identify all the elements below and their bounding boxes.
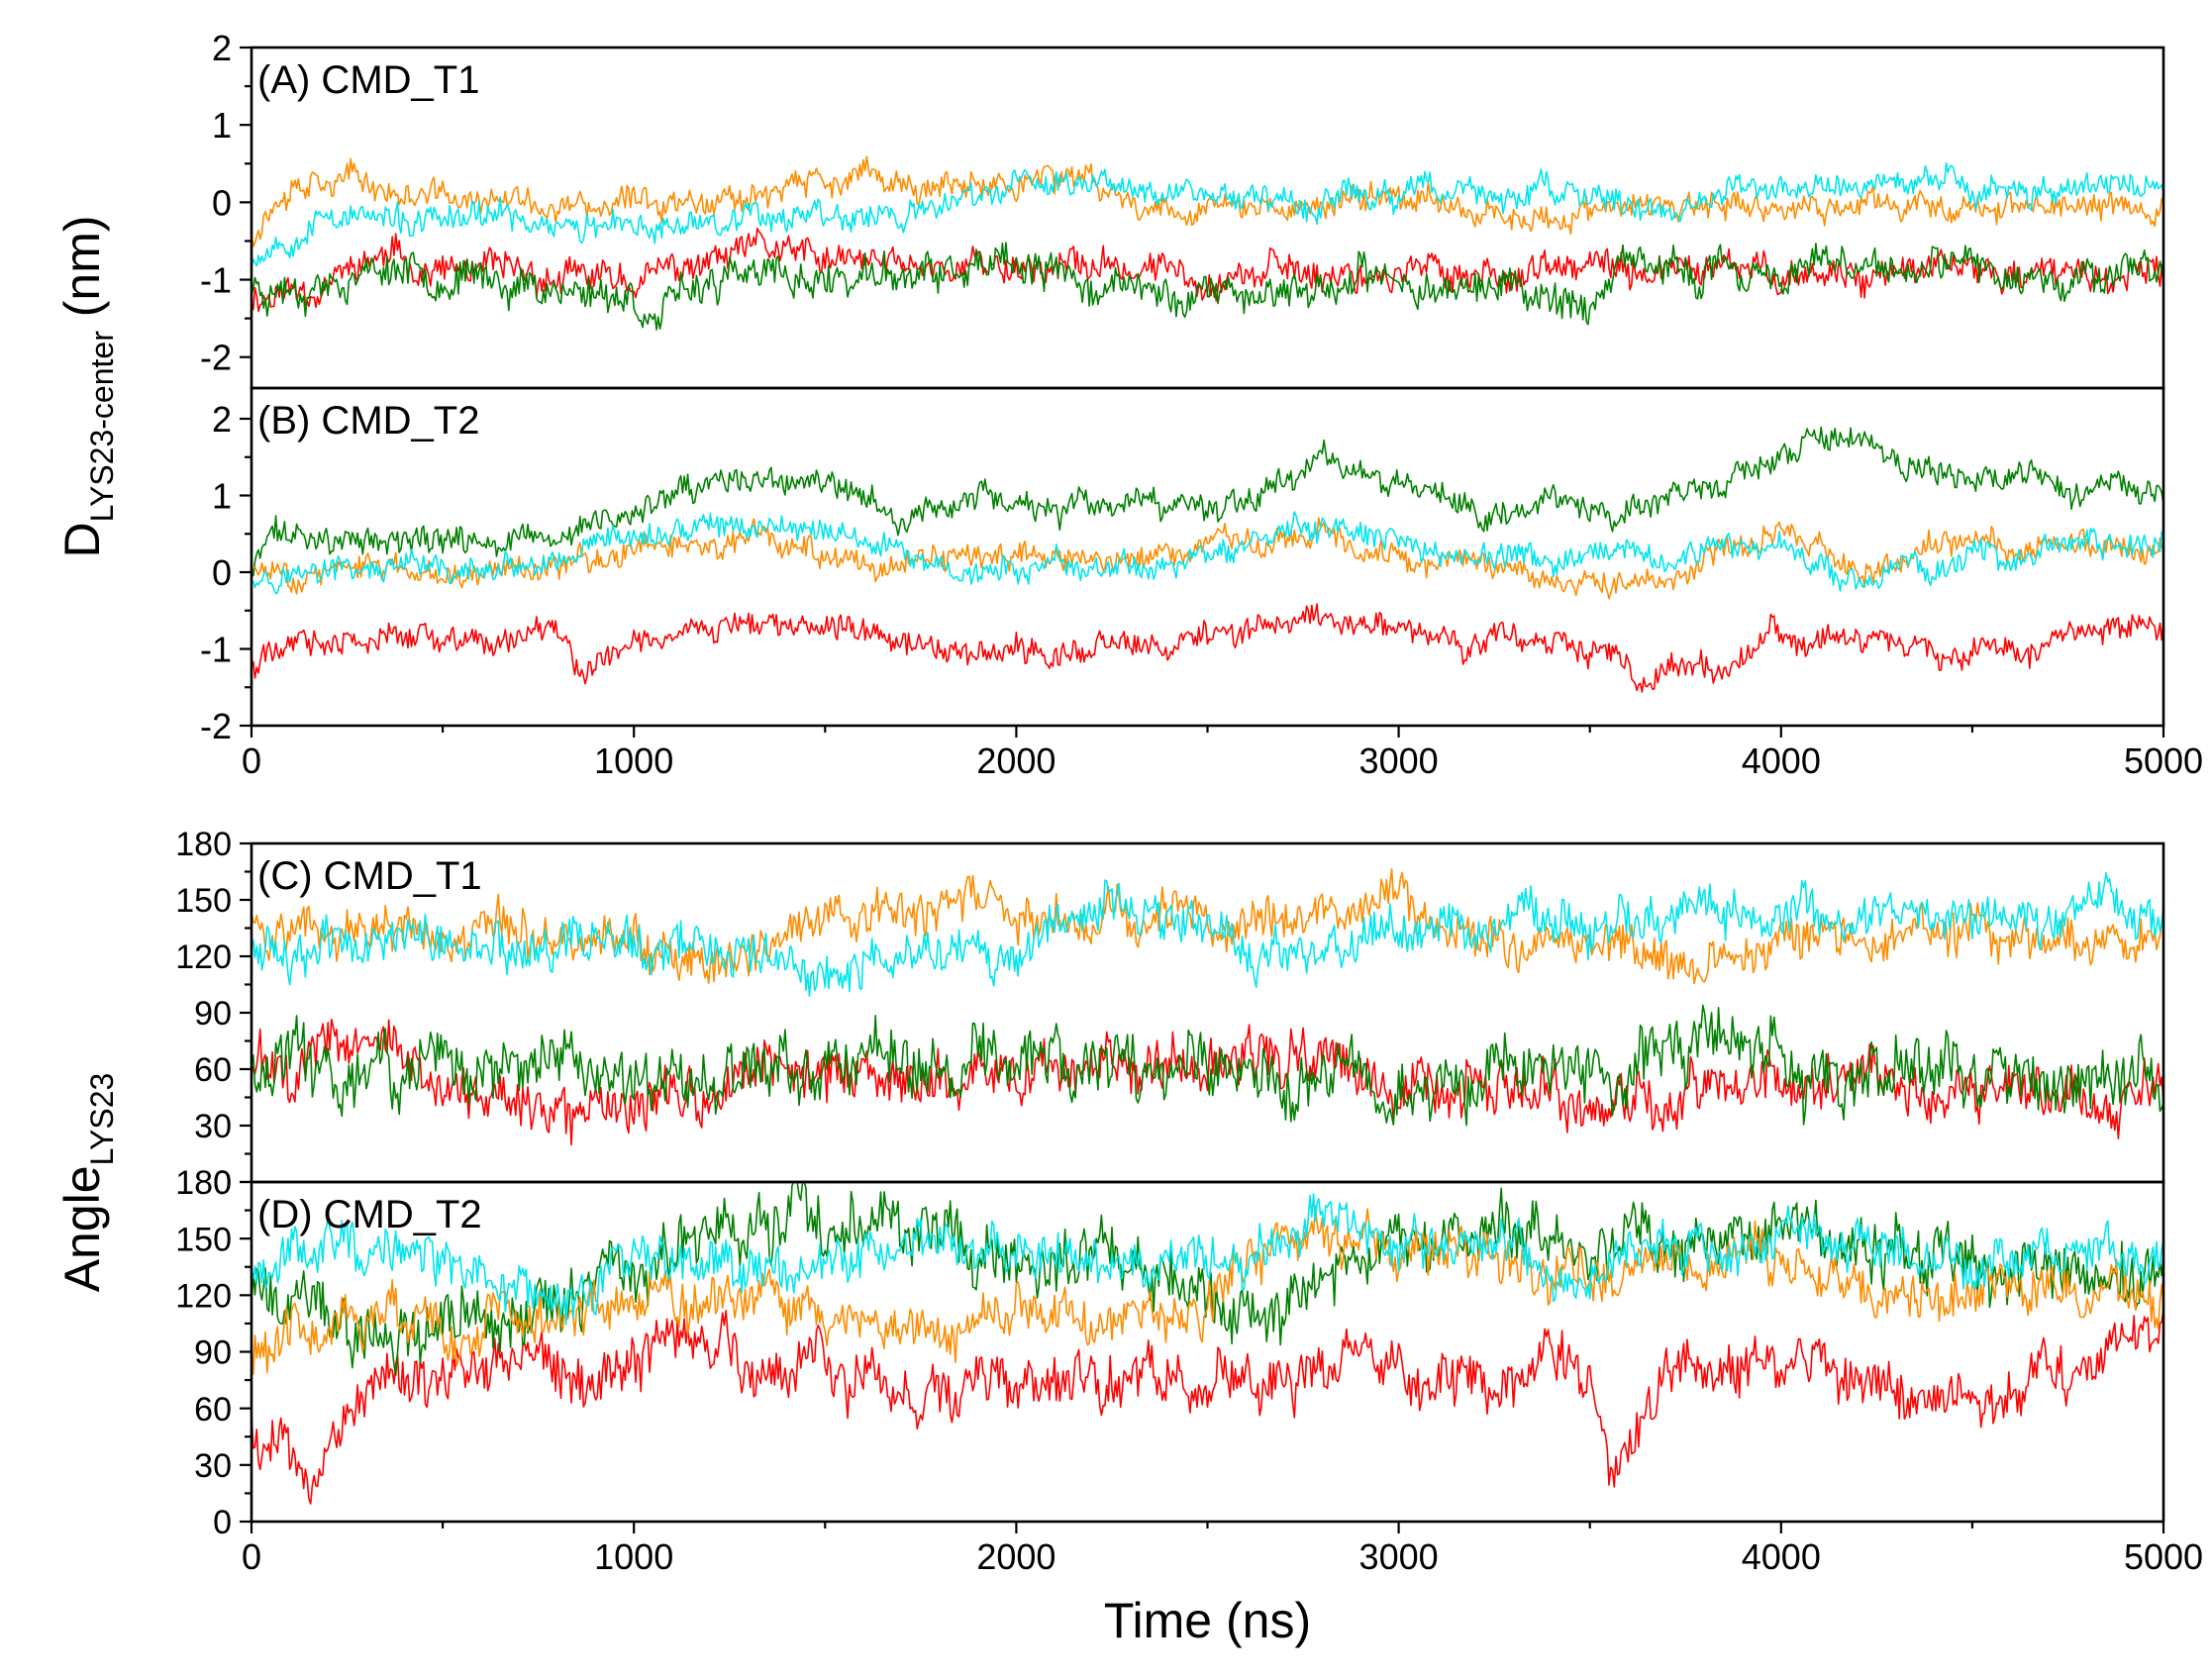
series-group-D	[251, 1182, 2163, 1505]
y-tick-label-D-3: 90	[194, 1334, 232, 1372]
x-tick-label-D-2: 2000	[976, 1536, 1056, 1577]
x-tick-label-D-0: 0	[242, 1536, 261, 1577]
series-line-D-cyan	[251, 1193, 2163, 1326]
y-tick-label-B-1: 1	[212, 475, 232, 516]
x-tick-label-B-3: 3000	[1359, 740, 1439, 781]
y-tick-label-B-3: -1	[200, 629, 232, 669]
y-tick-label-C-1: 150	[175, 882, 232, 920]
x-tick-label-B-5: 5000	[2124, 740, 2203, 781]
series-line-B-cyan	[251, 511, 2163, 595]
x-tick-label-B-0: 0	[242, 740, 261, 781]
panel-label-B: (B) CMD_T2	[257, 399, 479, 443]
x-tick-label-B-1: 1000	[594, 740, 673, 781]
y-axis-title-sub-distance: LYS23-center	[84, 331, 120, 523]
series-line-B-green	[251, 426, 2163, 577]
y-tick-label-D-1: 150	[175, 1221, 232, 1258]
series-group-C	[251, 868, 2163, 1146]
y-tick-label-A-1: 1	[212, 105, 232, 146]
x-tick-label-D-1: 1000	[594, 1536, 673, 1577]
y-tick-label-B-2: 0	[212, 552, 232, 593]
y-tick-label-A-3: -1	[200, 260, 232, 301]
panel-B: 2 1 0 -1 -2 (B) CMD_T2 0 1000 2000 3000 4000 5000	[200, 386, 2203, 781]
y-axis-title-main-distance: D	[54, 522, 110, 557]
series-group-B	[251, 426, 2163, 693]
y-tick-label-C-2: 120	[175, 938, 232, 976]
y-axis-title-angle: AngleLYS23	[54, 1073, 120, 1293]
series-line-B-red	[251, 603, 2163, 693]
x-tick-label-B-2: 2000	[976, 740, 1056, 781]
y-axis-title-distance: DLYS23-center (nm)	[54, 215, 120, 557]
series-line-D-red	[251, 1308, 2163, 1505]
y-tick-label-D-4: 60	[194, 1391, 232, 1429]
plot-frame-C	[250, 841, 2165, 1184]
series-line-C-green	[251, 1004, 2163, 1127]
y-tick-label-B-4: -2	[200, 706, 232, 746]
panel-label-A: (A) CMD_T1	[257, 58, 479, 102]
y-tick-label-B-0: 2	[212, 399, 232, 440]
series-line-C-red	[251, 1018, 2163, 1146]
panel-label-D: (D) CMD_T2	[257, 1193, 482, 1236]
y-tick-label-C-0: 180	[175, 826, 232, 863]
y-tick-label-A-2: 0	[212, 182, 232, 223]
y-tick-label-C-3: 90	[194, 995, 232, 1033]
panel-label-C: (C) CMD_T1	[257, 854, 482, 898]
series-line-A-orange	[251, 155, 2163, 247]
series-line-D-green	[251, 1182, 2163, 1377]
y-tick-label-D-0: 180	[175, 1164, 232, 1202]
y-tick-label-D-2: 120	[175, 1278, 232, 1316]
series-line-C-cyan	[251, 872, 2163, 998]
y-axis-title-sub-angle: LYS23	[84, 1073, 120, 1166]
series-line-A-cyan	[251, 161, 2163, 268]
series-line-A-green	[251, 242, 2163, 331]
series-line-C-orange	[251, 868, 2163, 985]
y-tick-label-C-4: 60	[194, 1051, 232, 1089]
panel-D: 180 150 120 90 60 30 0 (D) CMD_T2 0 1000 2000 3000 4…	[175, 1164, 2203, 1577]
y-tick-label-D-6: 0	[213, 1504, 232, 1541]
y-tick-label-A-0: 2	[212, 28, 232, 68]
series-line-B-orange	[251, 517, 2163, 600]
y-tick-label-D-5: 30	[194, 1447, 232, 1485]
y-tick-label-C-5: 30	[194, 1108, 232, 1145]
y-axis-title-main-angle: Angle	[54, 1165, 110, 1292]
x-tick-label-D-3: 3000	[1359, 1536, 1439, 1577]
y-tick-label-A-4: -2	[200, 338, 232, 378]
series-line-D-orange	[251, 1205, 2163, 1376]
x-tick-label-B-4: 4000	[1742, 740, 1821, 781]
y-axis-title-unit-distance: (nm)	[54, 215, 110, 331]
x-tick-label-D-5: 5000	[2124, 1536, 2203, 1577]
series-group-A	[251, 155, 2163, 331]
plot-frame-A	[250, 46, 2165, 390]
x-axis-title: Time (ns)	[1104, 1593, 1311, 1648]
panel-A: 2 1 0 -1 -2 (A) CMD_T1	[200, 28, 2165, 390]
panel-C: 180 150 120 90 60 30 0 (C) CMD_T1	[175, 826, 2165, 1202]
x-tick-label-D-4: 4000	[1742, 1536, 1821, 1577]
y-tick-label-C-6: 0	[213, 1164, 232, 1202]
